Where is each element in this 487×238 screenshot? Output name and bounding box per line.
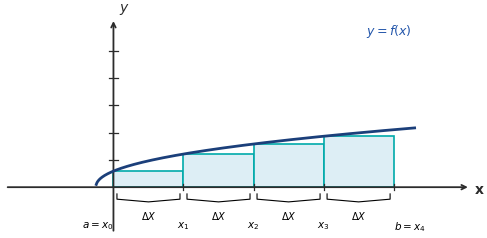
Text: $\Delta X$: $\Delta X$ [351, 210, 366, 222]
Bar [323, 136, 393, 187]
Text: $\Delta X$: $\Delta X$ [211, 210, 226, 222]
Text: $y = f(x)$: $y = f(x)$ [366, 23, 411, 40]
Text: $a = x_0$: $a = x_0$ [82, 220, 113, 232]
Text: $x_2$: $x_2$ [247, 220, 260, 232]
Text: $x_3$: $x_3$ [318, 220, 330, 232]
Text: $x_1$: $x_1$ [177, 220, 189, 232]
Text: $\mathbf{x}$: $\mathbf{x}$ [474, 183, 485, 198]
Text: $b = x_4$: $b = x_4$ [393, 220, 425, 234]
Text: $\Delta X$: $\Delta X$ [141, 210, 156, 222]
Bar [184, 154, 254, 187]
Text: $\Delta X$: $\Delta X$ [281, 210, 296, 222]
Text: $y$: $y$ [119, 2, 130, 17]
Bar [113, 171, 184, 187]
Bar [254, 144, 323, 187]
